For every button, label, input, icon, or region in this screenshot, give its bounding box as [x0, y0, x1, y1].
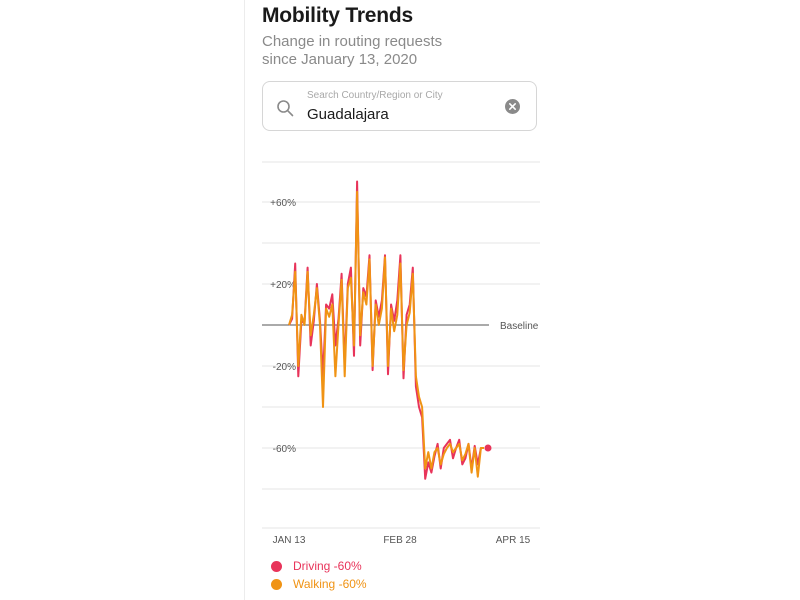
page-title: Mobility Trends — [262, 4, 414, 27]
driving-legend-label: Driving -60% — [293, 559, 362, 573]
chart-legend: Driving -60% Walking -60% — [271, 557, 367, 593]
y-tick-label: -60% — [273, 444, 296, 455]
baseline-label: Baseline — [500, 321, 539, 332]
subtitle-line-2: since January 13, 2020 — [262, 51, 418, 68]
x-tick-label: JAN 13 — [273, 535, 306, 546]
subtitle-line-1: Change in routing requests — [262, 33, 443, 50]
y-tick-label: +60% — [270, 198, 296, 209]
search-icon — [277, 100, 294, 117]
page-subtitle: Change in routing requests since January… — [262, 33, 542, 69]
driving-legend-dot — [271, 560, 282, 572]
walking-legend-dot — [271, 578, 282, 590]
mobility-panel: Mobility Trends Change in routing reques… — [244, 0, 555, 600]
x-tick-label: FEB 28 — [383, 535, 417, 546]
chart-svg: +60% +20% -20% -60% Baseline JAN 13 FEB 28 APR … — [262, 161, 540, 546]
x-tick-label: APR 15 — [496, 535, 531, 546]
walking-legend-label: Walking -60% — [293, 577, 367, 591]
y-tick-label: -20% — [273, 362, 296, 373]
y-tick-label: +20% — [270, 280, 296, 291]
search-input[interactable] — [307, 106, 497, 123]
clear-icon[interactable] — [505, 99, 520, 114]
legend-item-walking: Walking -60% — [271, 575, 367, 593]
search-field[interactable]: Search Country/Region or City — [262, 81, 537, 131]
walking-series-line — [288, 190, 484, 478]
driving-end-point — [484, 444, 492, 452]
search-placeholder: Search Country/Region or City — [307, 90, 443, 101]
legend-item-driving: Driving -60% — [271, 557, 367, 575]
mobility-chart: +60% +20% -20% -60% Baseline JAN 13 FEB 28 APR … — [262, 160, 542, 550]
